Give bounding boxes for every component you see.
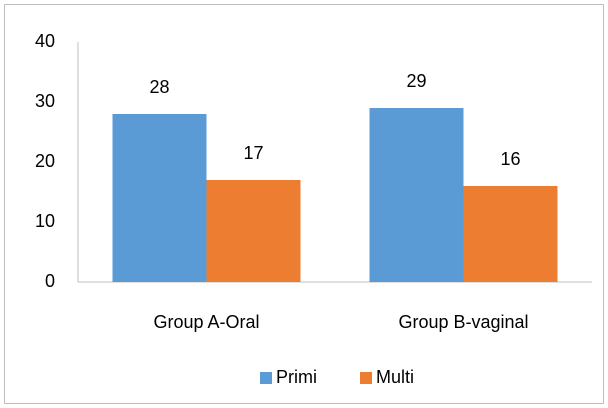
legend-label: Multi bbox=[376, 367, 414, 387]
legend-label: Primi bbox=[276, 367, 317, 387]
x-tick-label: Group B-vaginal bbox=[398, 312, 528, 332]
bar bbox=[206, 180, 301, 282]
bar bbox=[463, 186, 558, 282]
y-tick-label: 0 bbox=[45, 271, 55, 291]
legend-swatch bbox=[260, 372, 272, 384]
y-tick-label: 40 bbox=[35, 31, 55, 51]
bar bbox=[369, 108, 464, 282]
y-tick-label: 30 bbox=[35, 91, 55, 111]
legend-swatch bbox=[360, 372, 372, 384]
y-tick-label: 10 bbox=[35, 211, 55, 231]
data-label: 17 bbox=[243, 143, 263, 163]
bar bbox=[112, 114, 207, 282]
data-label: 16 bbox=[500, 149, 520, 169]
x-tick-label: Group A-Oral bbox=[153, 312, 259, 332]
data-label: 29 bbox=[406, 71, 426, 91]
data-label: 28 bbox=[149, 77, 169, 97]
y-tick-label: 20 bbox=[35, 151, 55, 171]
